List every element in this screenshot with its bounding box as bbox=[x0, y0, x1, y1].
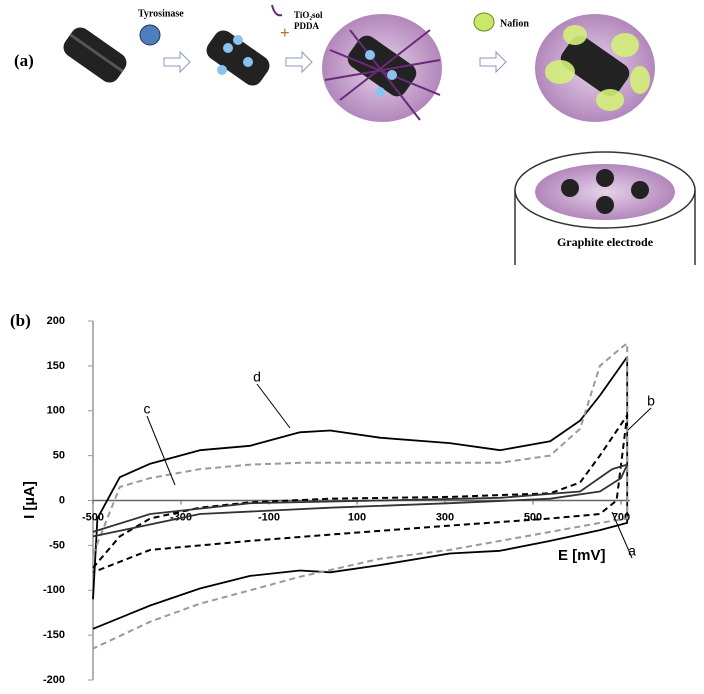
label-plus: + bbox=[280, 23, 290, 42]
leader-line bbox=[611, 511, 633, 559]
x-tick-label: -100 bbox=[258, 511, 280, 523]
panel-label: (b) bbox=[10, 311, 31, 330]
leader-line bbox=[256, 383, 291, 429]
cv-curve bbox=[92, 342, 629, 650]
y-tick-label: 50 bbox=[53, 450, 65, 462]
curve-label: d bbox=[253, 369, 261, 385]
y-tick-label: -100 bbox=[43, 584, 65, 596]
schematic: (a) Tyrosinase + TiO₂sol PDDA Nafion Gra… bbox=[14, 4, 696, 265]
cv-curve bbox=[92, 356, 629, 630]
cv-curve bbox=[92, 463, 629, 538]
y-tick-label: 150 bbox=[47, 360, 65, 372]
y-tick-label: -50 bbox=[49, 539, 65, 551]
panel-label: (a) bbox=[14, 51, 34, 70]
curve-label: a bbox=[628, 543, 636, 559]
y-tick-label: 0 bbox=[59, 494, 65, 506]
y-tick-label: -150 bbox=[43, 629, 65, 641]
y-tick-label: -200 bbox=[43, 674, 65, 686]
curve-label: b bbox=[647, 393, 655, 409]
label-pdda: PDDA bbox=[294, 21, 319, 31]
x-axis-title: E [mV] bbox=[558, 547, 606, 564]
label-tio2: TiO₂sol bbox=[294, 10, 323, 20]
label-electrode: Graphite electrode bbox=[557, 235, 654, 249]
x-tick-label: -500 bbox=[82, 511, 104, 523]
label-nafion: Nafion bbox=[500, 18, 529, 29]
cv-curve bbox=[92, 414, 629, 574]
x-tick-label: 100 bbox=[348, 511, 366, 523]
y-axis-title: I [µA] bbox=[21, 481, 38, 519]
x-tick-label: 300 bbox=[436, 511, 454, 523]
label-tyrosinase: Tyrosinase bbox=[138, 8, 184, 19]
x-tick-label: 500 bbox=[524, 511, 542, 523]
leader-line bbox=[146, 415, 176, 486]
y-tick-label: 200 bbox=[47, 315, 65, 327]
curve-label: c bbox=[144, 401, 151, 417]
leader-line bbox=[627, 407, 652, 431]
y-tick-label: 100 bbox=[47, 405, 65, 417]
